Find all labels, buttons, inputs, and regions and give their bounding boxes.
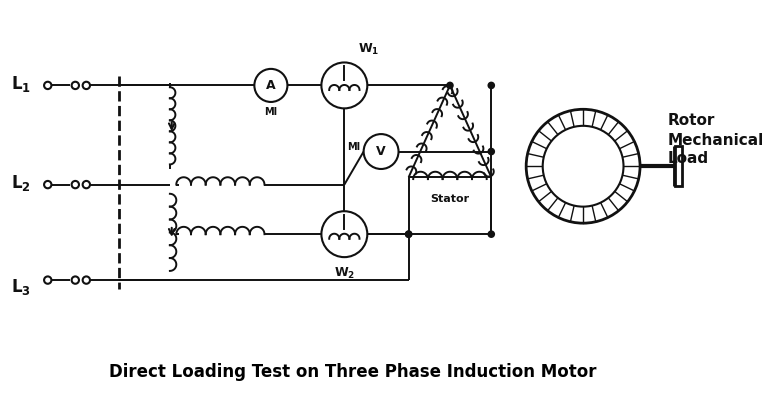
Text: MI: MI — [264, 107, 277, 117]
Circle shape — [488, 231, 494, 237]
Bar — [675, 146, 682, 186]
Text: $\mathbf{L_1}$: $\mathbf{L_1}$ — [11, 74, 31, 94]
Circle shape — [321, 62, 367, 109]
Text: MI: MI — [347, 142, 360, 152]
Text: Stator: Stator — [430, 194, 469, 204]
Circle shape — [406, 231, 412, 237]
Text: V: V — [376, 145, 386, 158]
Circle shape — [543, 126, 624, 207]
Circle shape — [321, 211, 367, 257]
Circle shape — [406, 231, 412, 237]
Text: $\mathbf{L_3}$: $\mathbf{L_3}$ — [11, 277, 31, 297]
Text: $\mathbf{L_2}$: $\mathbf{L_2}$ — [11, 173, 31, 193]
Text: $\mathbf{W_2}$: $\mathbf{W_2}$ — [334, 266, 355, 281]
Text: A: A — [266, 79, 276, 92]
Text: Rotor: Rotor — [667, 113, 715, 128]
Text: $\mathbf{W_1}$: $\mathbf{W_1}$ — [358, 42, 379, 57]
Circle shape — [447, 83, 452, 88]
Circle shape — [254, 69, 287, 102]
Text: Load: Load — [667, 151, 709, 166]
Circle shape — [363, 134, 399, 169]
Text: Direct Loading Test on Three Phase Induction Motor: Direct Loading Test on Three Phase Induc… — [109, 363, 597, 381]
Circle shape — [488, 83, 494, 88]
Circle shape — [488, 149, 494, 154]
Text: Mechanical: Mechanical — [667, 133, 764, 148]
